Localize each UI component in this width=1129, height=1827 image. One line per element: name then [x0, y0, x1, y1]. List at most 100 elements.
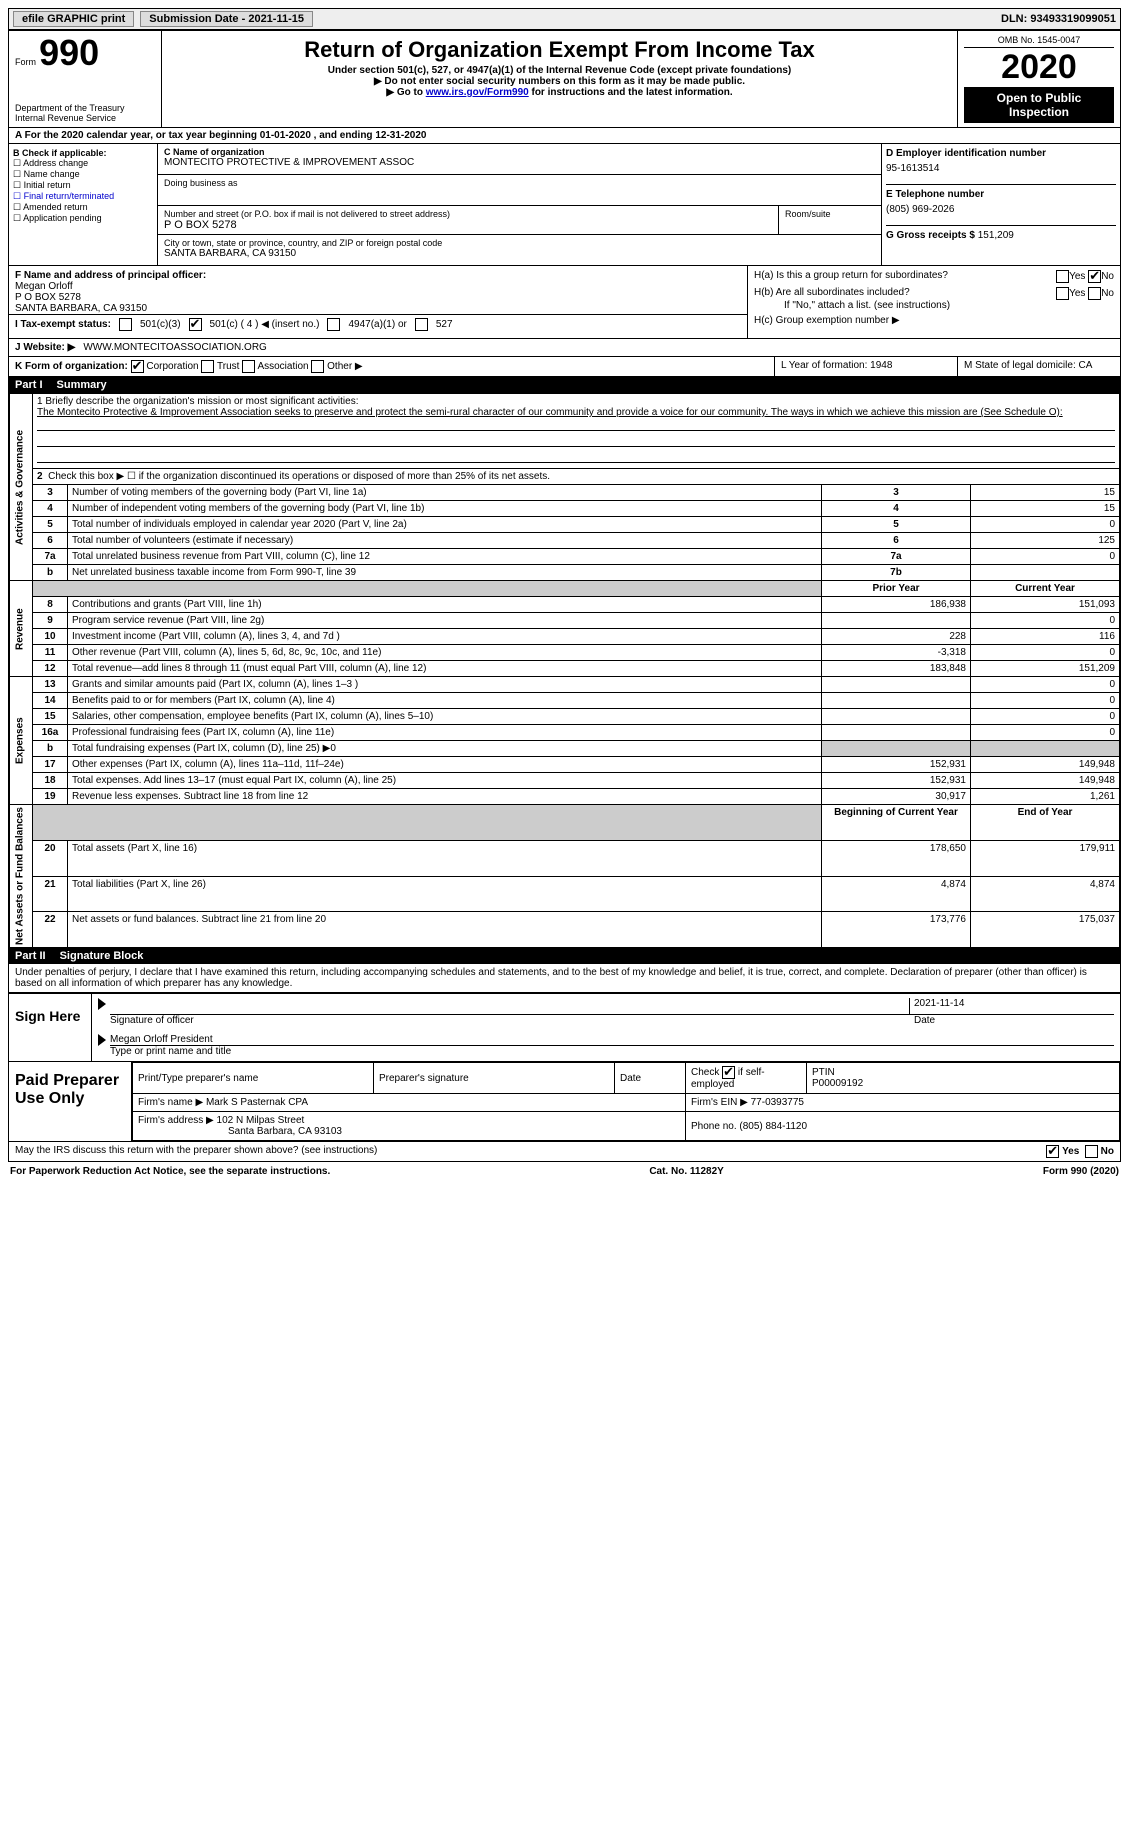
form-number-cell: Form 990 Department of the Treasury Inte…	[9, 31, 162, 127]
k-other[interactable]	[311, 360, 324, 373]
ha-yes[interactable]	[1056, 270, 1069, 283]
check-4947[interactable]	[327, 318, 340, 331]
c-room-label: Room/suite	[785, 209, 875, 219]
j-label: J Website: ▶	[15, 342, 75, 353]
row-j: J Website: ▶ WWW.MONTECITOASSOCIATION.OR…	[9, 339, 1120, 357]
ha-yes-label: Yes	[1069, 271, 1085, 282]
sign-date: 2021-11-14	[909, 998, 1114, 1015]
ec18: 149,948	[971, 773, 1120, 789]
rp8: 186,938	[822, 597, 971, 613]
el17: Other expenses (Part IX, column (A), lin…	[68, 757, 822, 773]
k-trust[interactable]	[201, 360, 214, 373]
opt-amend: ☐ Amended return	[13, 202, 153, 213]
sign-name-label: Type or print name and title	[110, 1046, 1114, 1057]
form-word: Form	[15, 57, 36, 67]
irs-link[interactable]: www.irs.gov/Form990	[426, 87, 529, 98]
k-m: M State of legal domicile: CA	[958, 357, 1120, 376]
d-gross-value: 151,209	[978, 230, 1014, 241]
ec19: 1,261	[971, 789, 1120, 805]
n4: 4	[33, 501, 68, 517]
nn21: 21	[33, 876, 68, 912]
d-phone-value: (805) 969-2026	[886, 200, 1116, 225]
check-501c[interactable]	[189, 318, 202, 331]
n7b: b	[33, 565, 68, 581]
firm-row: Firm's name ▶ Mark S Pasternak CPA	[133, 1094, 686, 1112]
discuss-no[interactable]	[1085, 1145, 1098, 1158]
year: 2020	[964, 48, 1114, 87]
hb-label: H(b) Are all subordinates included?	[754, 287, 910, 300]
opt-init: ☐ Initial return	[13, 180, 153, 191]
year-cell: OMB No. 1545-0047 2020 Open to Public In…	[958, 31, 1120, 127]
l7b: Net unrelated business taxable income fr…	[68, 565, 822, 581]
rl12: Total revenue—add lines 8 through 11 (mu…	[68, 661, 822, 677]
check-527[interactable]	[415, 318, 428, 331]
hb-yes[interactable]	[1056, 287, 1069, 300]
rn10: 10	[33, 629, 68, 645]
ep15	[822, 709, 971, 725]
el14: Benefits paid to or for members (Part IX…	[68, 693, 822, 709]
k-o3: Other ▶	[327, 361, 362, 372]
el16b: Total fundraising expenses (Part IX, col…	[68, 741, 822, 757]
gov-label: Activities & Governance	[10, 394, 33, 581]
hb-note: If "No," attach a list. (see instruction…	[754, 300, 1114, 311]
c-street-value: P O BOX 5278	[164, 219, 772, 231]
ep16a	[822, 725, 971, 741]
rn12: 12	[33, 661, 68, 677]
hb-yes-label: Yes	[1069, 288, 1085, 299]
dln-value: 93493319099051	[1030, 13, 1116, 25]
l4: Number of independent voting members of …	[68, 501, 822, 517]
rp11: -3,318	[822, 645, 971, 661]
en18: 18	[33, 773, 68, 789]
rp12: 183,848	[822, 661, 971, 677]
paid-prep-block: Paid Preparer Use Only Print/Type prepar…	[9, 1061, 1120, 1141]
footer-right: Form 990 (2020)	[1043, 1166, 1119, 1177]
rn8: 8	[33, 597, 68, 613]
end-h: End of Year	[971, 805, 1120, 841]
nl21: Total liabilities (Part X, line 26)	[68, 876, 822, 912]
self-emp-check[interactable]	[722, 1066, 735, 1079]
ha-no[interactable]	[1088, 270, 1101, 283]
section-b-c-d: B Check if applicable: ☐ Address change …	[9, 144, 1120, 266]
hb-no[interactable]	[1088, 287, 1101, 300]
subdate-button[interactable]: Submission Date - 2021-11-15	[140, 11, 313, 27]
p-h4: Check if self-employed	[686, 1063, 807, 1094]
rp9	[822, 613, 971, 629]
p-h5: PTINP00009192	[807, 1063, 1120, 1094]
c-city: City or town, state or province, country…	[158, 235, 881, 265]
summary-table: Activities & Governance 1 Briefly descri…	[9, 393, 1120, 948]
date-label: Date	[910, 1015, 1114, 1026]
d-phone-label: E Telephone number	[886, 184, 1116, 200]
opt-final: ☐ Final return/terminated	[13, 191, 153, 202]
k-assoc[interactable]	[242, 360, 255, 373]
penalties: Under penalties of perjury, I declare th…	[9, 964, 1120, 992]
discuss-no-label: No	[1101, 1146, 1114, 1157]
k-corp[interactable]	[131, 360, 144, 373]
k-left: K Form of organization: Corporation Trus…	[9, 357, 775, 376]
mission-row: 1 Briefly describe the organization's mi…	[33, 394, 1120, 469]
form-frame: Form 990 Department of the Treasury Inte…	[8, 30, 1121, 1162]
prior-h: Prior Year	[822, 581, 971, 597]
ec13: 0	[971, 677, 1120, 693]
ln7a: 7a	[822, 549, 971, 565]
hc-label: H(c) Group exemption number ▶	[754, 315, 1114, 326]
p-h3: Date	[615, 1063, 686, 1094]
col-d: D Employer identification number 95-1613…	[881, 144, 1120, 265]
discuss-yes[interactable]	[1046, 1145, 1059, 1158]
subtitle-2: ▶ Do not enter social security numbers o…	[168, 76, 951, 87]
efile-button[interactable]: efile GRAPHIC print	[13, 11, 134, 27]
nc20: 179,911	[971, 840, 1120, 876]
v6: 125	[971, 533, 1120, 549]
n5: 5	[33, 517, 68, 533]
col-b: B Check if applicable: ☐ Address change …	[9, 144, 158, 265]
rp10: 228	[822, 629, 971, 645]
check-501c3[interactable]	[119, 318, 132, 331]
j-url: WWW.MONTECITOASSOCIATION.ORG	[83, 342, 267, 353]
net-label: Net Assets or Fund Balances	[10, 805, 33, 948]
ptin: P00009192	[812, 1078, 863, 1089]
d-ein-label: D Employer identification number	[886, 148, 1116, 159]
ln7b: 7b	[822, 565, 971, 581]
k-o2: Association	[257, 361, 308, 372]
mission-q: 1 Briefly describe the organization's mi…	[37, 396, 1115, 407]
subtitle-3: ▶ Go to www.irs.gov/Form990 for instruct…	[168, 87, 951, 98]
ec15: 0	[971, 709, 1120, 725]
